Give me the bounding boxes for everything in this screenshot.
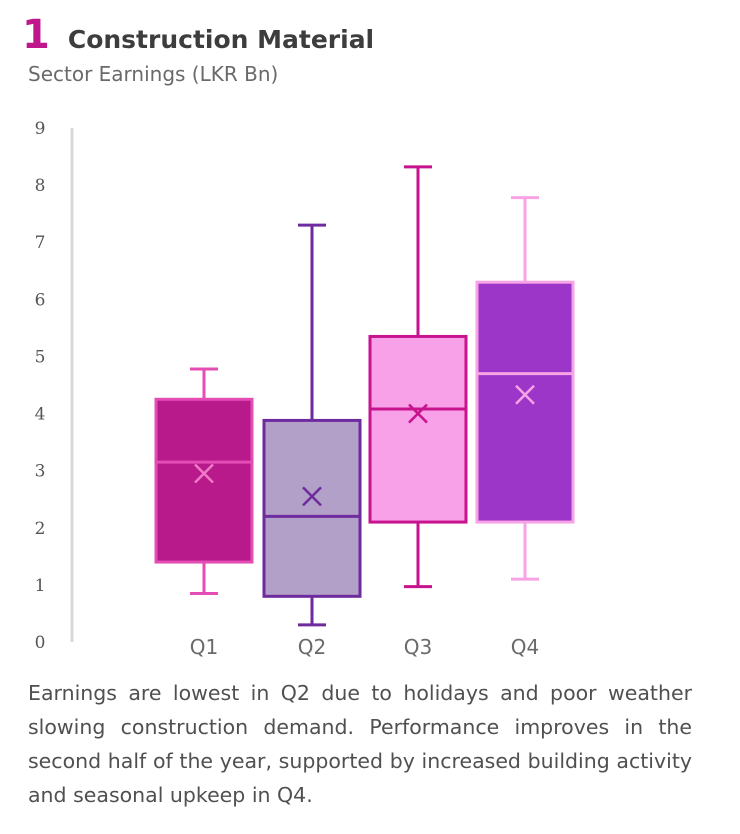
box-plot-chart: 0 1 2 3 4 5 6 7 8 9 Q1 Q2 Q3 Q4 xyxy=(35,119,575,659)
section-number: 1 xyxy=(22,12,50,58)
y-tick-label: 9 xyxy=(35,119,46,139)
mean-marker-q1 xyxy=(194,463,214,484)
chart-header: 1 Construction Material xyxy=(22,12,374,58)
mean-marker-q4 xyxy=(515,384,535,405)
y-tick-label: 6 xyxy=(35,290,46,310)
x-category-label-q1: Q1 xyxy=(190,635,218,659)
mean-marker-q3 xyxy=(408,403,428,424)
box-q2 xyxy=(262,418,362,598)
y-tick-label: 4 xyxy=(35,405,46,425)
y-tick-label: 5 xyxy=(35,347,46,367)
box-q4 xyxy=(475,280,575,524)
x-category-label-q3: Q3 xyxy=(404,635,432,659)
y-tick-label: 7 xyxy=(35,233,46,253)
y-tick-label: 3 xyxy=(35,462,46,482)
y-tick-label: 0 xyxy=(35,633,46,653)
x-category-label-q4: Q4 xyxy=(511,635,539,659)
chart-caption: Earnings are lowest in Q2 due to holiday… xyxy=(28,681,692,807)
mean-marker-q2 xyxy=(302,486,322,507)
box-q1 xyxy=(154,397,254,564)
x-category-label-q2: Q2 xyxy=(298,635,326,659)
section-title: Construction Material xyxy=(67,25,375,54)
y-tick-label: 1 xyxy=(35,576,46,596)
y-tick-label: 8 xyxy=(35,176,46,196)
y-tick-label: 2 xyxy=(35,519,46,539)
chart-title: Sector Earnings (LKR Bn) xyxy=(28,62,279,86)
box-q3 xyxy=(368,334,468,524)
